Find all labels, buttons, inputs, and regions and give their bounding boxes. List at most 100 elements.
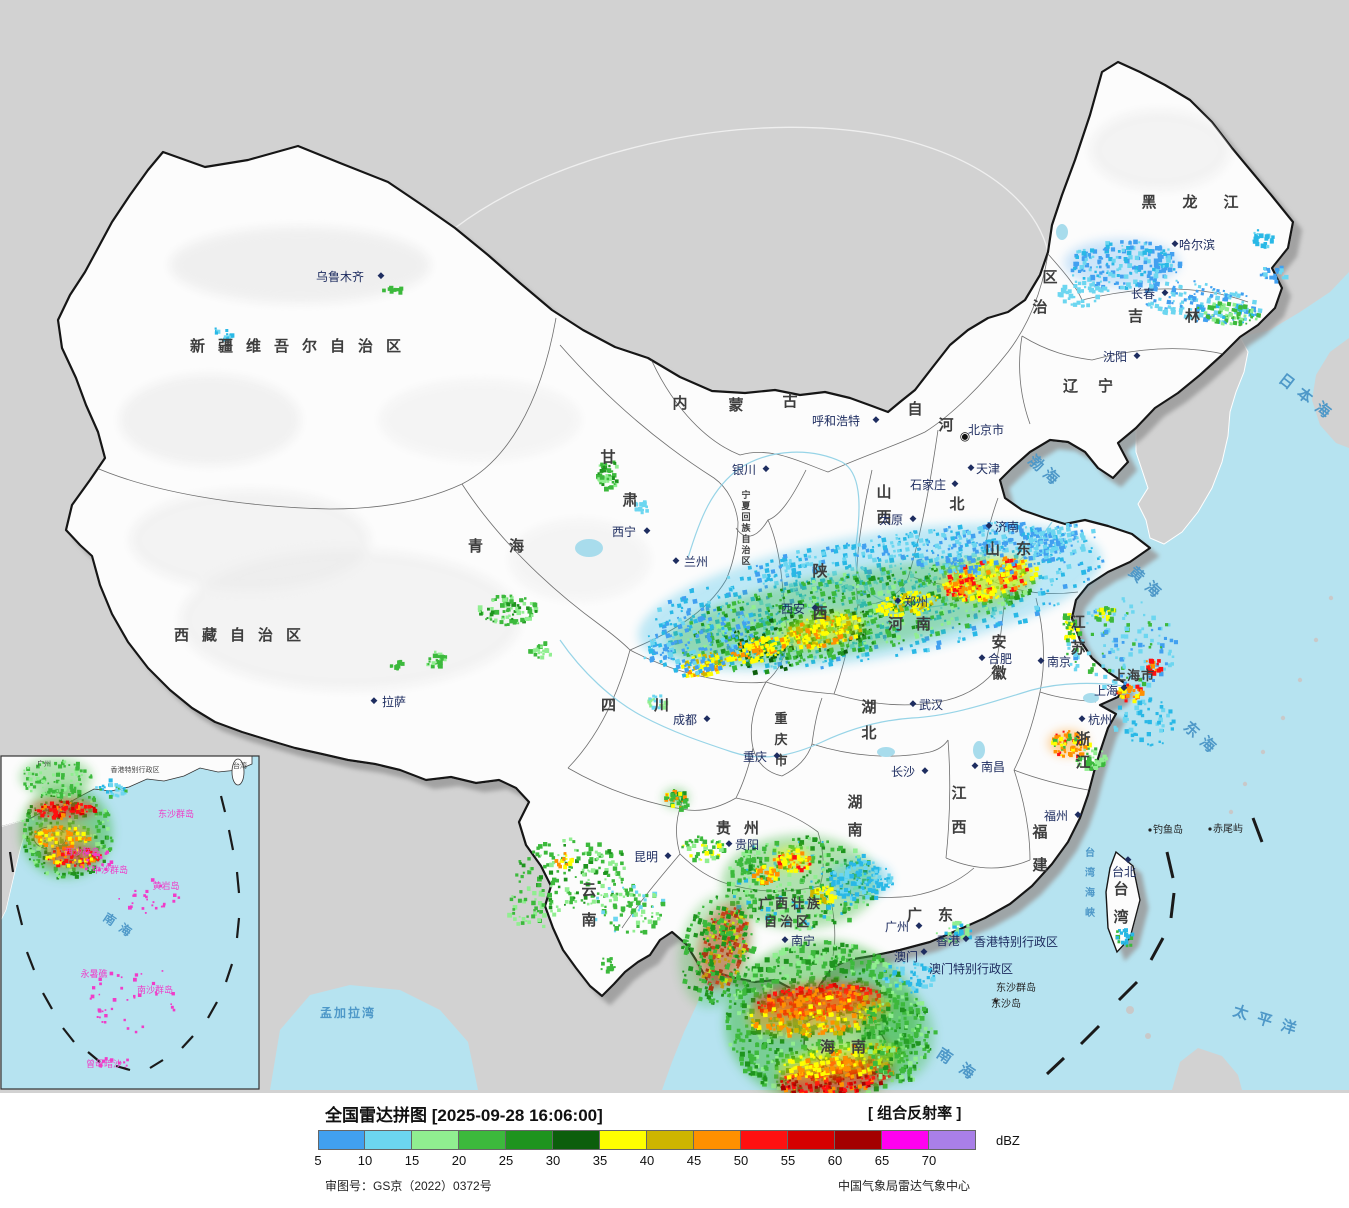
- map-label: 孟加拉湾: [320, 1005, 376, 1020]
- map-label: 永暑礁: [80, 968, 107, 979]
- map-label: 赤尾屿: [1213, 823, 1243, 835]
- map-label: 山东: [985, 540, 1047, 558]
- island-dot: [1148, 828, 1151, 831]
- island-dot: [994, 999, 997, 1002]
- scale-cell-15: [412, 1130, 459, 1150]
- city-label: 杭州: [1088, 712, 1112, 727]
- city-label: 长春: [1131, 287, 1155, 301]
- map-label: 东沙群岛: [996, 981, 1036, 994]
- city-marker: ◆: [665, 850, 672, 860]
- map-label: 曾母暗沙: [86, 1058, 122, 1069]
- city-marker: ◆: [673, 555, 680, 565]
- scale-value: 35: [593, 1153, 607, 1168]
- map-label: 甘: [600, 448, 615, 466]
- city-label: 昆明: [634, 850, 658, 864]
- city-marker: ◆: [1075, 809, 1082, 819]
- map-label: 海南: [820, 1038, 882, 1056]
- map-label: 广州: [37, 759, 51, 768]
- credit-label: 中国气象局雷达气象中心: [838, 1177, 970, 1194]
- city-label: 兰州: [684, 555, 708, 569]
- city-marker: ◆: [895, 595, 902, 605]
- map-label: 黄岩岛: [152, 880, 179, 891]
- city-label: 北京市: [968, 422, 1004, 437]
- city: ◆ 哈尔滨: [1172, 237, 1215, 252]
- map-label: 肃: [622, 491, 637, 509]
- scale-value: 10: [358, 1153, 372, 1168]
- city-marker: ◆: [952, 478, 959, 488]
- map-label: 东沙岛: [991, 997, 1021, 1010]
- map-label: 中沙群岛: [92, 864, 128, 875]
- scale-cell-65: [882, 1130, 929, 1150]
- scale-cell-70: [929, 1130, 976, 1150]
- scale-value: 70: [922, 1153, 936, 1168]
- city-marker: ◆: [644, 525, 651, 535]
- scale-cell-40: [647, 1130, 694, 1150]
- city-label: 郑州: [904, 594, 928, 609]
- city-marker: ◆: [1172, 238, 1179, 248]
- city-label: 南宁: [791, 933, 815, 948]
- scale-cell-10: [365, 1130, 412, 1150]
- map-label: 河南: [888, 615, 944, 633]
- city-label: 银川: [732, 463, 756, 477]
- city-label: 重庆: [743, 750, 767, 764]
- map-label: 辽宁: [1063, 377, 1133, 395]
- scale-value: 65: [875, 1153, 889, 1168]
- city-marker: ◆: [873, 414, 880, 424]
- city-label: 贵阳: [735, 838, 759, 852]
- city-label: 济南: [995, 519, 1019, 534]
- city-marker: ◆: [979, 652, 986, 662]
- city-label: 合肥: [988, 651, 1012, 666]
- city-marker: ◆: [1038, 655, 1045, 665]
- city-label: 石家庄: [910, 477, 946, 492]
- city-marker: ◆: [968, 462, 975, 472]
- map-label: 四川: [601, 697, 707, 714]
- city-marker: ◆: [782, 934, 789, 944]
- map-label: 北: [949, 496, 964, 513]
- map-label: 新疆维吾尔自治区: [190, 337, 414, 355]
- island-dot: [1208, 827, 1211, 830]
- city-marker: ◆: [1125, 854, 1132, 864]
- city-label: 澳门: [894, 949, 918, 964]
- inset-south-china-sea: 东沙群岛西沙群岛中沙群岛黄岩岛永暑礁南沙群岛曾母暗沙南海广州香港特别行政区台湾: [0, 755, 259, 1089]
- city-marker: ◆: [726, 838, 733, 848]
- city-label: 成都: [673, 713, 697, 727]
- city-marker: ◆: [1079, 713, 1086, 723]
- city-label: 香港: [936, 934, 960, 948]
- city-marker: ◆: [910, 698, 917, 708]
- map-label: 上海市: [1113, 668, 1155, 683]
- map-label: 香港特别行政区: [111, 765, 160, 774]
- map-label: 自: [907, 400, 922, 418]
- scale-cell-30: [553, 1130, 600, 1150]
- map-label: 治: [1032, 298, 1047, 316]
- city-label: 沈阳: [1103, 349, 1127, 364]
- map-label: 蒙: [728, 396, 743, 414]
- city-label: 乌鲁木齐: [316, 269, 364, 284]
- scale-value: 50: [734, 1153, 748, 1168]
- city-label: 台北: [1112, 864, 1136, 879]
- map-label: 西沙群岛: [64, 846, 100, 857]
- map-label: 自治区: [764, 914, 812, 929]
- city-label: 太原: [879, 512, 903, 527]
- city-marker: ◆: [972, 760, 979, 770]
- scale-cell-50: [741, 1130, 788, 1150]
- map-label: 东沙群岛: [158, 808, 194, 819]
- city-label: 南昌: [981, 759, 1005, 774]
- scale-cell-60: [835, 1130, 882, 1150]
- map-label: 内: [672, 394, 687, 412]
- scale-cell-20: [459, 1130, 506, 1150]
- city-label: 西宁: [612, 524, 636, 539]
- city-marker: ◆: [378, 270, 385, 280]
- map-label: 黑龙江: [1141, 193, 1264, 211]
- scale-value: 30: [546, 1153, 560, 1168]
- scale-value: 45: [687, 1153, 701, 1168]
- city-marker: ◆: [763, 463, 770, 473]
- scale-value: 60: [828, 1153, 842, 1168]
- map-label: 吉林: [1128, 307, 1242, 325]
- map-label: 古: [782, 392, 797, 410]
- city-label: 拉萨: [382, 694, 406, 709]
- city-marker: ◆: [371, 695, 378, 705]
- map-label: 澳门特别行政区: [929, 961, 1013, 976]
- scale-value: 25: [499, 1153, 513, 1168]
- scale-cell-5: [318, 1130, 365, 1150]
- legend-panel: 全国雷达拼图 [2025-09-28 16:06:00] [ 组合反射率 ] 5…: [0, 1093, 1349, 1208]
